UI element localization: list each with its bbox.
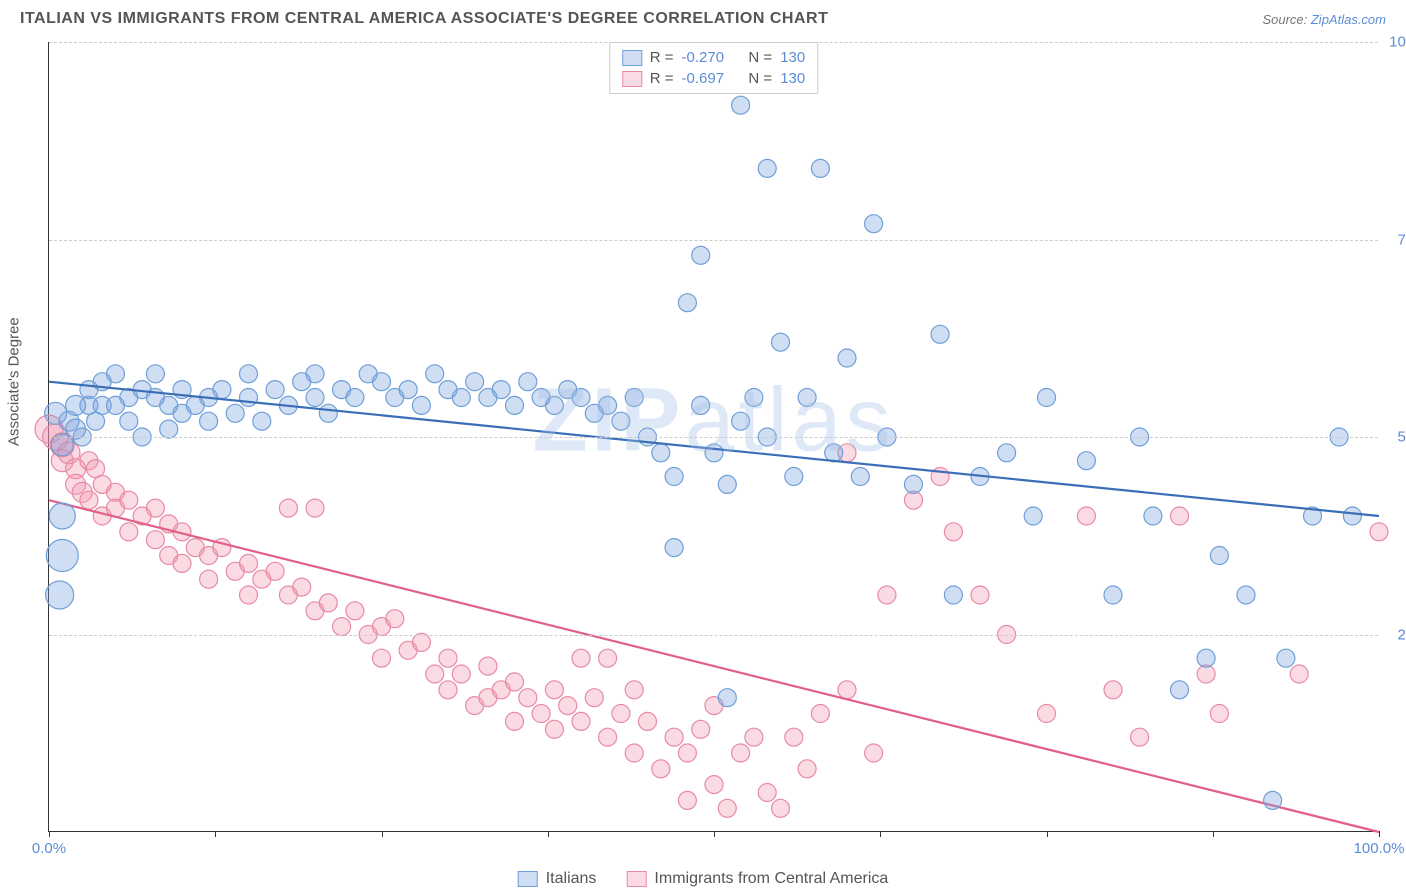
legend-row-italians: R = -0.270 N = 130 [622, 47, 805, 68]
correlation-legend: R = -0.270 N = 130 R = -0.697 N = 130 [609, 42, 818, 94]
y-tick-label: 100.0% [1384, 34, 1406, 51]
n-value-italians: 130 [780, 49, 805, 66]
y-tick-label: 75.0% [1384, 231, 1406, 248]
legend-row-central-america: R = -0.697 N = 130 [622, 68, 805, 89]
swatch-central-america-icon [626, 871, 646, 887]
source-attribution: Source: ZipAtlas.com [1262, 12, 1386, 27]
y-tick-label: 25.0% [1384, 626, 1406, 643]
legend-item-italians: Italians [518, 870, 597, 888]
legend-label-central-america: Immigrants from Central America [654, 870, 888, 888]
y-tick-label: 50.0% [1384, 429, 1406, 446]
n-label: N = [748, 49, 772, 66]
source-prefix: Source: [1262, 12, 1310, 27]
y-axis-label: Associate's Degree [6, 317, 23, 446]
swatch-central-america [622, 71, 642, 87]
x-tick-label: 100.0% [1354, 840, 1405, 857]
r-value-italians: -0.270 [682, 49, 725, 66]
r-value-central-america: -0.697 [682, 70, 725, 87]
swatch-italians-icon [518, 871, 538, 887]
n-value-central-america: 130 [780, 70, 805, 87]
legend-label-italians: Italians [546, 870, 597, 888]
n-label: N = [748, 70, 772, 87]
chart-plot-area: ZIPatlas R = -0.270 N = 130 R = -0.697 N… [48, 42, 1378, 832]
swatch-italians [622, 50, 642, 66]
chart-title: ITALIAN VS IMMIGRANTS FROM CENTRAL AMERI… [20, 10, 828, 28]
series-legend: Italians Immigrants from Central America [510, 870, 897, 888]
x-tick-label: 0.0% [32, 840, 66, 857]
r-label: R = [650, 49, 674, 66]
legend-item-central-america: Immigrants from Central America [626, 870, 888, 888]
source-link[interactable]: ZipAtlas.com [1311, 12, 1386, 27]
r-label: R = [650, 70, 674, 87]
